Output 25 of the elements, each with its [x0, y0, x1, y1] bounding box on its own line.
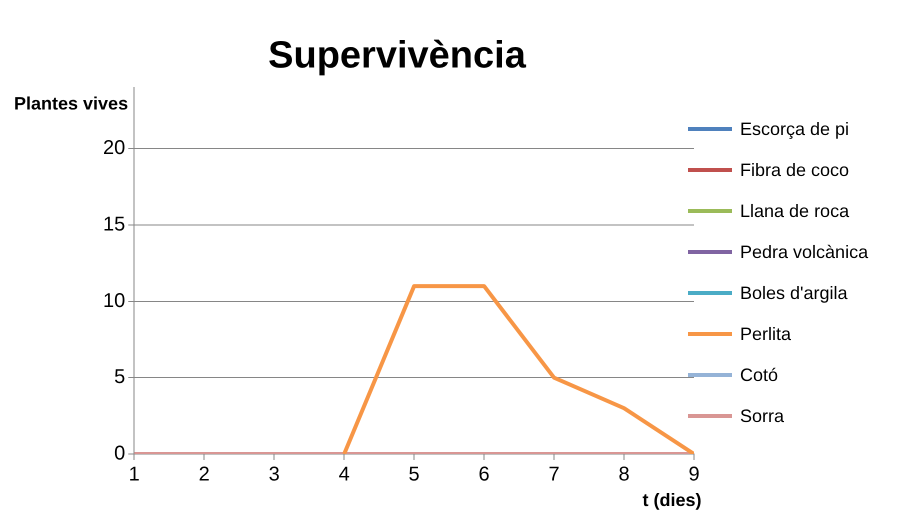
x-tick-label: 2 — [198, 464, 210, 486]
y-tick-label: 15 — [102, 214, 126, 236]
legend-label: Cotó — [740, 364, 778, 386]
legend-label: Fibra de coco — [740, 159, 850, 181]
legend-label: Perlita — [740, 323, 792, 345]
x-tick-label: 3 — [268, 464, 280, 486]
chart-title: Supervivència — [268, 34, 527, 76]
x-tick-label: 7 — [548, 464, 560, 486]
x-tick-label: 8 — [618, 464, 630, 486]
legend-label: Llana de roca — [740, 200, 850, 222]
legend-label: Escorça de pi — [740, 118, 850, 140]
legend-label: Pedra volcànica — [740, 241, 868, 263]
x-tick-label: 1 — [128, 464, 140, 486]
y-axis-title: Plantes vives — [14, 94, 128, 114]
legend-label: Boles d'argila — [740, 282, 848, 304]
y-tick-label: 0 — [114, 442, 126, 465]
x-axis-title: t (dies) — [642, 490, 702, 510]
x-tick-label: 6 — [478, 464, 490, 486]
legend-label: Sorra — [740, 405, 784, 427]
x-tick-label: 4 — [338, 464, 350, 486]
y-tick-label: 20 — [102, 137, 126, 160]
x-tick-label: 5 — [408, 464, 420, 486]
y-tick-label: 10 — [102, 290, 126, 312]
x-tick-label: 9 — [688, 464, 700, 486]
y-tick-label: 5 — [114, 366, 126, 388]
